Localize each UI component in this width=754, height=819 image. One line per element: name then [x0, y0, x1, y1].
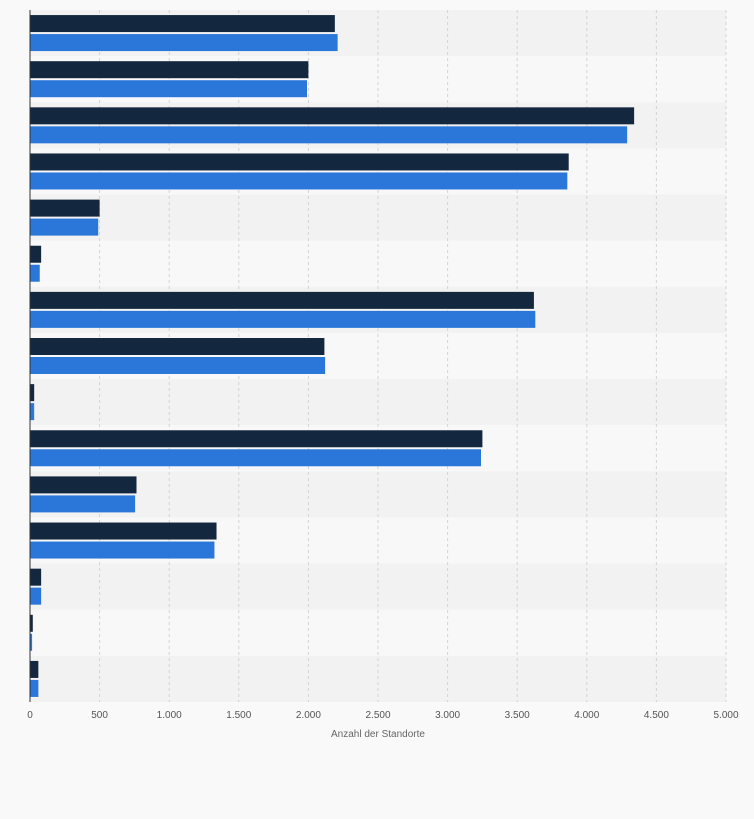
bar-series-1[interactable]: [30, 291, 534, 309]
bar-series-1[interactable]: [30, 15, 335, 33]
bar-series-2[interactable]: [30, 587, 42, 605]
x-tick-label: 2.000: [296, 710, 321, 721]
x-tick-label: 1.000: [157, 710, 182, 721]
x-tick-label: 4.500: [644, 710, 669, 721]
bar-series-2[interactable]: [30, 449, 482, 467]
bar-series-1[interactable]: [30, 522, 217, 540]
x-tick-label: 1.500: [226, 710, 251, 721]
x-tick-labels: 0 500 1.000 1.500 2.000 2.500 3.000 3.500 4.000 4…: [27, 710, 739, 721]
bar-series-2[interactable]: [30, 679, 39, 697]
bar-series-1[interactable]: [30, 430, 483, 448]
bar-series-2[interactable]: [30, 357, 326, 374]
x-tick-label: 500: [91, 710, 108, 721]
bar-series-1[interactable]: [30, 568, 42, 586]
bar-series-1[interactable]: [30, 660, 39, 678]
bar-series-2[interactable]: [30, 264, 40, 282]
bar-series-2[interactable]: [30, 172, 568, 190]
bar-series-1[interactable]: [30, 245, 42, 263]
gridlines: [99, 10, 727, 702]
bars: [30, 15, 635, 697]
bar-series-1[interactable]: [30, 199, 100, 217]
x-tick-label: 0: [27, 710, 33, 721]
bar-series-2[interactable]: [30, 310, 536, 328]
bar-series-1[interactable]: [30, 153, 569, 171]
bar-series-1[interactable]: [30, 384, 35, 402]
bar-series-1[interactable]: [30, 614, 33, 632]
bar-series-2[interactable]: [30, 218, 99, 236]
x-tick-label: 3.500: [505, 710, 530, 721]
bar-series-1[interactable]: [30, 107, 635, 125]
bar-series-2[interactable]: [30, 403, 35, 421]
bar-series-1[interactable]: [30, 61, 309, 79]
bar-series-2[interactable]: [30, 80, 308, 98]
bar-series-1[interactable]: [30, 338, 325, 355]
bar-series-2[interactable]: [30, 633, 33, 651]
x-tick-label: 3.000: [435, 710, 460, 721]
bar-series-2[interactable]: [30, 126, 628, 144]
x-tick-label: 4.000: [574, 710, 599, 721]
x-tick-label: 5.000: [713, 710, 738, 721]
bar-series-2[interactable]: [30, 541, 215, 559]
bar-series-2[interactable]: [30, 495, 136, 513]
x-axis-title: Anzahl der Standorte: [331, 729, 425, 740]
x-tick-label: 2.500: [365, 710, 390, 721]
bar-series-1[interactable]: [30, 476, 137, 494]
bar-series-2[interactable]: [30, 34, 338, 52]
